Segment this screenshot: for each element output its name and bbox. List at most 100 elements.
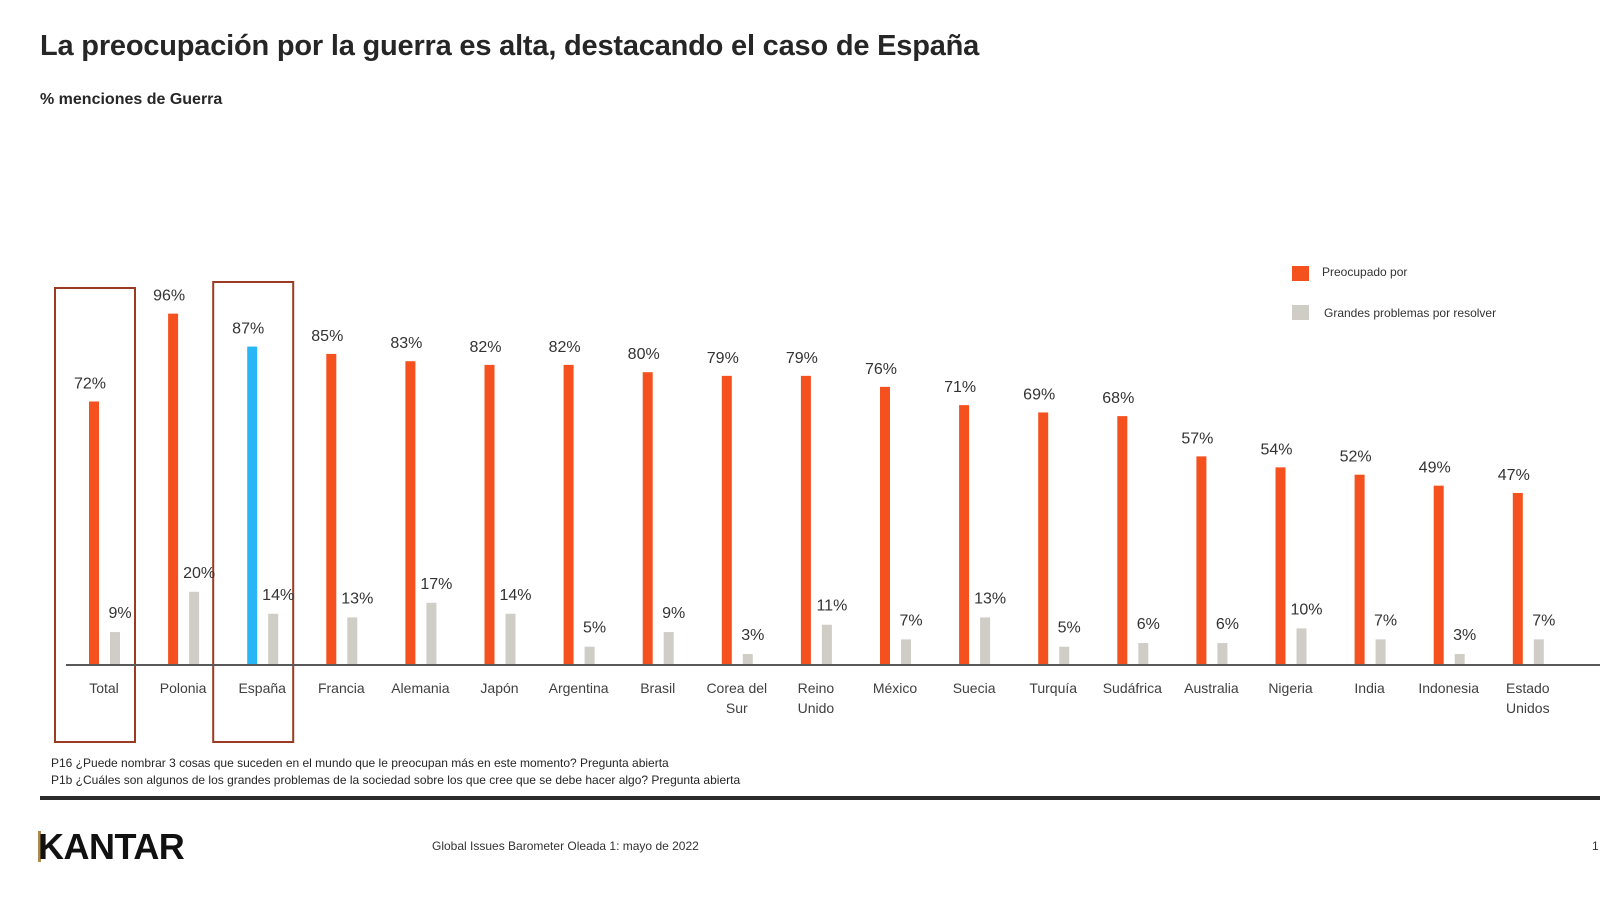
x-tick-label-turquia: Turquía bbox=[1029, 680, 1077, 696]
x-tick-label-japon: Japón bbox=[480, 680, 518, 696]
data-label-grandes-problemas-turquia: 5% bbox=[1058, 620, 1081, 637]
data-label-grandes-problemas-indonesia: 3% bbox=[1453, 627, 1476, 644]
bar-grandes-problemas-brasil bbox=[663, 632, 674, 665]
bar-preocupado-turquia bbox=[1038, 412, 1049, 665]
footnote-p16: P16 ¿Puede nombrar 3 cosas que suceden e… bbox=[51, 756, 669, 770]
bar-preocupado-alemania bbox=[405, 361, 416, 665]
bar-preocupado-nigeria bbox=[1275, 467, 1286, 665]
bar-grandes-problemas-francia bbox=[347, 617, 358, 665]
x-tick-label-total: Total bbox=[89, 680, 119, 696]
bar-preocupado-mexico bbox=[880, 386, 890, 665]
x-tick-label-espana: España bbox=[238, 680, 286, 696]
x-tick-label-brasil: Brasil bbox=[640, 680, 675, 696]
data-label-grandes-problemas-total: 9% bbox=[108, 605, 131, 622]
bar-preocupado-argentina bbox=[563, 364, 574, 665]
x-tick-label-argentina: Argentina bbox=[549, 680, 609, 696]
bar-preocupado-brasil bbox=[642, 372, 653, 665]
bar-grandes-problemas-sudafrica bbox=[1138, 643, 1149, 665]
bar-grandes-problemas-alemania bbox=[426, 602, 437, 665]
highlight-box-espana bbox=[212, 281, 295, 743]
data-label-grandes-problemas-india: 7% bbox=[1374, 612, 1397, 629]
bar-preocupado-reino-unido bbox=[800, 375, 811, 665]
x-tick-label-reino-unido: Reino Unido bbox=[798, 680, 835, 716]
x-tick-label-polonia: Polonia bbox=[160, 680, 207, 696]
bar-grandes-problemas-corea-del-sur bbox=[742, 654, 753, 665]
data-label-grandes-problemas-argentina: 5% bbox=[583, 620, 606, 637]
bar-grandes-problemas-total bbox=[110, 632, 120, 665]
bar-grandes-problemas-australia bbox=[1217, 643, 1228, 665]
kantar-logo: KANTAR bbox=[38, 826, 185, 867]
data-label-preocupado-suecia: 71% bbox=[944, 379, 976, 396]
bar-grandes-problemas-suecia bbox=[980, 617, 991, 665]
logo-accent bbox=[38, 831, 41, 862]
bar-preocupado-total bbox=[89, 401, 99, 665]
data-label-preocupado-francia: 85% bbox=[311, 328, 343, 345]
data-label-grandes-problemas-suecia: 13% bbox=[974, 590, 1006, 607]
data-label-preocupado-sudafrica: 68% bbox=[1102, 390, 1134, 407]
data-label-preocupado-reino-unido: 79% bbox=[786, 350, 818, 367]
footnotes: P16 ¿Puede nombrar 3 cosas que suceden e… bbox=[51, 755, 740, 789]
data-label-grandes-problemas-alemania: 17% bbox=[420, 576, 452, 593]
bar-preocupado-suecia bbox=[959, 405, 970, 665]
legend-swatch-preocupado bbox=[1292, 266, 1309, 281]
data-label-grandes-problemas-brasil: 9% bbox=[662, 605, 685, 622]
page-number: 1 bbox=[1592, 839, 1599, 853]
bar-preocupado-india bbox=[1354, 474, 1365, 665]
data-label-preocupado-estado-unidos: 47% bbox=[1498, 467, 1530, 484]
data-label-preocupado-polonia: 96% bbox=[153, 288, 185, 305]
bar-grandes-problemas-argentina bbox=[584, 646, 595, 665]
data-label-preocupado-espana: 87% bbox=[232, 321, 264, 338]
legend-label-preocupado: Preocupado por bbox=[1322, 265, 1408, 279]
bar-grandes-problemas-mexico bbox=[901, 639, 911, 665]
x-tick-label-francia: Francia bbox=[318, 680, 365, 696]
data-label-grandes-problemas-espana: 14% bbox=[262, 587, 294, 604]
data-label-preocupado-corea-del-sur: 79% bbox=[707, 350, 739, 367]
data-label-grandes-problemas-corea-del-sur: 3% bbox=[741, 627, 764, 644]
bar-preocupado-sudafrica bbox=[1117, 416, 1128, 665]
bar-grandes-problemas-india bbox=[1375, 639, 1386, 665]
bar-chart: 72% 9% 96% 20% 87% 14% 85% 13% 83% 17% 82% 14% 82% 5%… bbox=[54, 281, 1600, 743]
highlight-box-total bbox=[54, 287, 136, 743]
x-tick-label-mexico: México bbox=[873, 680, 918, 696]
data-label-preocupado-indonesia: 49% bbox=[1419, 460, 1451, 477]
data-label-preocupado-mexico: 76% bbox=[865, 361, 897, 378]
x-tick-label-india: India bbox=[1354, 680, 1385, 696]
legend-label-grandes-problemas: Grandes problemas por resolver bbox=[1324, 306, 1497, 320]
chart-subtitle: % menciones de Guerra bbox=[40, 91, 223, 108]
x-tick-label-alemania: Alemania bbox=[391, 680, 450, 696]
data-label-grandes-problemas-mexico: 7% bbox=[899, 612, 922, 629]
data-label-grandes-problemas-japon: 14% bbox=[499, 587, 531, 604]
data-label-grandes-problemas-sudafrica: 6% bbox=[1137, 616, 1160, 633]
data-label-preocupado-total: 72% bbox=[74, 375, 106, 392]
data-label-preocupado-australia: 57% bbox=[1181, 430, 1213, 447]
x-tick-label-sudafrica: Sudáfrica bbox=[1103, 680, 1162, 696]
data-label-grandes-problemas-estado-unidos: 7% bbox=[1532, 612, 1555, 629]
data-label-preocupado-turquia: 69% bbox=[1023, 386, 1055, 403]
bar-grandes-problemas-espana bbox=[268, 613, 279, 665]
data-label-grandes-problemas-nigeria: 10% bbox=[1290, 601, 1322, 618]
bar-preocupado-polonia bbox=[168, 313, 179, 665]
x-tick-label-estado-unidos: Estado Unidos bbox=[1506, 680, 1550, 716]
source-note: Global Issues Barometer Oleada 1: mayo d… bbox=[432, 839, 699, 853]
data-label-preocupado-brasil: 80% bbox=[628, 346, 660, 363]
data-label-grandes-problemas-polonia: 20% bbox=[183, 565, 215, 582]
data-label-preocupado-japon: 82% bbox=[469, 339, 501, 356]
bar-preocupado-australia bbox=[1196, 456, 1207, 665]
bar-preocupado-corea-del-sur bbox=[721, 375, 732, 665]
bar-grandes-problemas-polonia bbox=[189, 591, 200, 665]
data-label-preocupado-nigeria: 54% bbox=[1260, 441, 1292, 458]
legend-swatch-grandes-problemas bbox=[1292, 305, 1309, 320]
bar-grandes-problemas-turquia bbox=[1059, 646, 1070, 665]
data-label-preocupado-alemania: 83% bbox=[390, 335, 422, 352]
bar-preocupado-francia bbox=[326, 353, 337, 665]
bar-grandes-problemas-reino-unido bbox=[821, 624, 832, 665]
footer-divider bbox=[40, 796, 1600, 800]
x-tick-label-corea-del-sur: Corea del Sur bbox=[706, 680, 767, 716]
x-tick-label-australia: Australia bbox=[1184, 680, 1239, 696]
bar-grandes-problemas-nigeria bbox=[1296, 628, 1307, 665]
bar-grandes-problemas-estado-unidos bbox=[1533, 639, 1544, 665]
x-tick-label-indonesia: Indonesia bbox=[1418, 680, 1479, 696]
x-tick-label-nigeria: Nigeria bbox=[1268, 680, 1313, 696]
bar-preocupado-japon bbox=[484, 364, 495, 665]
bar-preocupado-indonesia bbox=[1433, 485, 1444, 665]
